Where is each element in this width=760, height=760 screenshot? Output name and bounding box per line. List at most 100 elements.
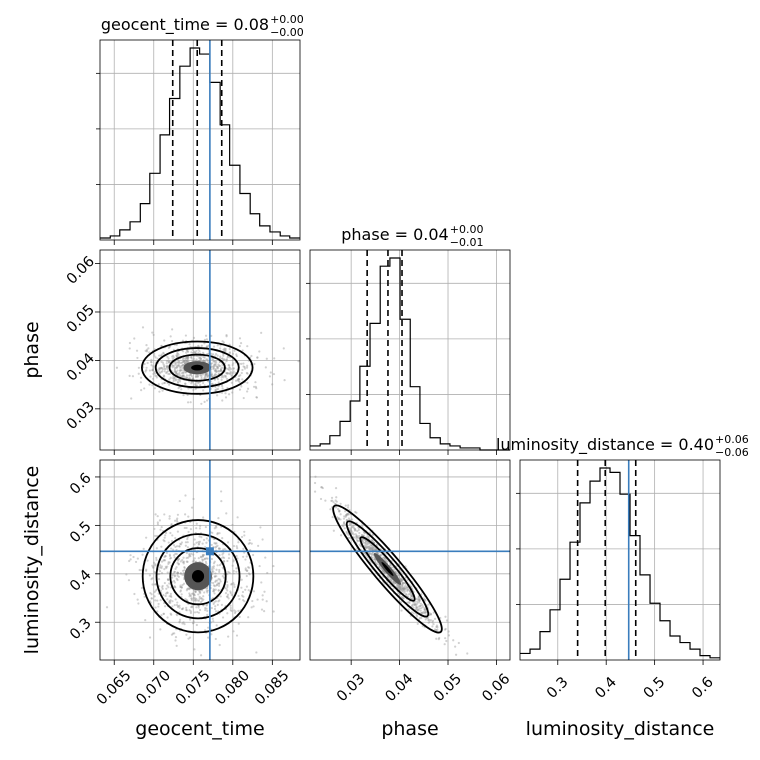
sample-point: [354, 533, 357, 536]
sample-point: [192, 621, 195, 624]
sample-point: [212, 353, 215, 356]
sample-point: [252, 605, 255, 608]
sample-point: [417, 596, 420, 599]
sample-point: [365, 540, 368, 543]
sample-point: [170, 633, 174, 636]
sample-point: [215, 370, 218, 374]
sample-point: [178, 499, 181, 503]
sample-point: [179, 585, 182, 589]
sample-point: [364, 544, 367, 547]
sample-point: [205, 587, 208, 590]
sample-point: [401, 583, 404, 586]
sample-point: [205, 589, 208, 593]
sample-point: [363, 538, 366, 541]
sample-point: [266, 571, 269, 575]
sample-point: [187, 356, 190, 359]
sample-point: [163, 381, 166, 385]
sample-point: [172, 378, 176, 381]
sample-point: [190, 351, 193, 354]
sample-point: [164, 531, 168, 535]
sample-point: [400, 577, 403, 580]
sample-point: [186, 541, 189, 544]
x-tick-label: 0.065: [94, 668, 135, 709]
sample-point: [412, 601, 415, 604]
sample-point: [403, 591, 406, 594]
sample-point: [166, 365, 169, 368]
sample-point: [401, 584, 404, 588]
hist-panel-geocent_time: [99, 39, 301, 241]
sample-point: [188, 588, 191, 591]
sample-point: [210, 373, 213, 376]
sample-point: [169, 376, 172, 379]
sample-point: [210, 543, 213, 547]
sample-point: [371, 546, 374, 549]
sample-point: [181, 361, 184, 364]
sample-point: [247, 566, 250, 569]
sample-point: [221, 399, 224, 402]
sample-point: [204, 373, 208, 376]
sample-point: [376, 563, 379, 566]
sample-point: [217, 577, 220, 581]
sample-point: [186, 357, 189, 360]
sample-point: [178, 369, 182, 372]
sample-point: [248, 541, 252, 545]
sample-point: [344, 504, 347, 507]
sample-point: [192, 620, 195, 623]
sample-point: [410, 611, 414, 614]
sample-point: [220, 603, 224, 606]
sample-point: [154, 606, 157, 609]
sample-point: [415, 597, 418, 600]
sample-point: [157, 383, 160, 386]
sample-point: [175, 366, 178, 370]
sample-point: [177, 353, 180, 356]
sample-point: [152, 561, 156, 564]
sample-point: [224, 349, 227, 352]
sample-point: [424, 599, 427, 602]
sample-point: [423, 608, 427, 612]
sample-point: [202, 538, 206, 542]
sample-point: [196, 374, 199, 377]
sample-point: [415, 606, 419, 609]
sample-point: [139, 376, 143, 379]
sample-point: [201, 553, 205, 556]
sample-point: [180, 586, 183, 589]
sample-point: [223, 374, 226, 377]
sample-point: [396, 586, 400, 589]
sample-point: [402, 588, 405, 592]
sample-point: [166, 616, 169, 619]
sample-point: [176, 605, 179, 608]
sample-point: [226, 595, 229, 598]
sample-point: [192, 592, 195, 595]
sample-point: [420, 616, 423, 620]
sample-point: [192, 388, 195, 392]
sample-point: [418, 599, 421, 603]
sample-point: [355, 535, 358, 538]
sample-point: [415, 615, 419, 618]
sample-point: [413, 603, 416, 606]
sample-point: [154, 513, 157, 516]
sample-point: [213, 560, 216, 563]
sample-point: [166, 591, 169, 594]
sample-point: [145, 350, 149, 353]
sample-point: [244, 588, 247, 591]
sample-point: [176, 373, 179, 376]
sample-point: [356, 539, 359, 542]
sample-point: [145, 344, 148, 347]
sample-point: [218, 554, 221, 557]
sample-point: [174, 567, 177, 570]
sample-point: [177, 361, 180, 364]
panel-title-text: phase = 0.04: [341, 225, 448, 244]
density-peak: [381, 561, 394, 576]
sample-point: [205, 358, 208, 361]
sample-point: [365, 542, 368, 545]
sample-point: [221, 374, 224, 378]
sample-point: [222, 348, 225, 351]
sample-point: [226, 573, 229, 576]
sample-point: [214, 370, 217, 373]
sample-point: [129, 554, 132, 557]
sample-point: [369, 548, 372, 551]
sample-point: [197, 611, 201, 614]
sample-point: [159, 528, 162, 531]
sample-point: [171, 363, 174, 367]
sample-point: [218, 364, 221, 367]
